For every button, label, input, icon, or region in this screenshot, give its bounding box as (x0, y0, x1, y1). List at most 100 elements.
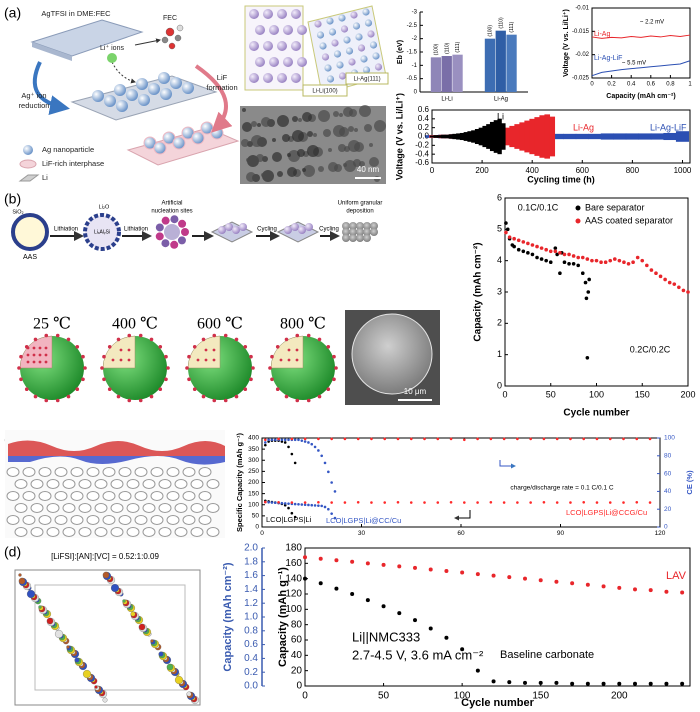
data-point (333, 516, 337, 520)
y-tick-label: 50 (252, 513, 260, 520)
surface-dot (201, 337, 206, 342)
surface-dot (166, 366, 170, 370)
data-point (273, 438, 277, 442)
surface-dot (116, 337, 121, 342)
data-point (280, 440, 284, 443)
sphere-cutaway (19, 335, 53, 369)
data-point (526, 241, 530, 246)
data-point (313, 504, 317, 507)
md-atom (18, 573, 22, 577)
li-atom (269, 57, 279, 67)
data-point (548, 260, 553, 265)
nucleation-site (181, 228, 189, 236)
data-point (264, 500, 267, 504)
md-atom (174, 675, 184, 685)
data-point (297, 438, 300, 442)
data-point (587, 277, 591, 282)
data-point (539, 257, 544, 261)
data-point (428, 567, 433, 572)
y-tick-label: 200 (248, 479, 259, 486)
annotation: reduction (19, 101, 50, 110)
data-point (330, 512, 333, 515)
inner-dot (38, 346, 42, 350)
data-point (608, 258, 613, 263)
plot-frame (304, 547, 691, 687)
inner-dot (32, 353, 36, 357)
data-point (601, 681, 606, 686)
ag-ball (191, 131, 205, 145)
surface-dot (275, 344, 280, 349)
data-point (535, 255, 539, 260)
x-tick-label: 0 (302, 691, 308, 702)
annotation: LiₓAlᵧSi (94, 229, 110, 235)
y2-tick-label: 0.8 (244, 625, 258, 636)
inner-dot (287, 348, 291, 352)
y-axis-label: Eb (eV) (397, 40, 404, 64)
tem-grain (339, 113, 343, 117)
series-label: Li (497, 111, 504, 121)
surface-dot (275, 387, 280, 392)
li-atom (255, 25, 265, 35)
data-point (409, 437, 413, 441)
ag-ball (136, 78, 148, 90)
surface-dot (243, 344, 248, 349)
y-tick-label: 160 (285, 558, 302, 569)
data-point (356, 501, 360, 504)
data-point (617, 258, 622, 263)
data-point (303, 503, 307, 507)
surface-dot (332, 377, 336, 382)
lattice-atom (6, 491, 20, 501)
granular-deposit (349, 222, 357, 230)
data-point (502, 437, 506, 441)
data-point (555, 501, 559, 504)
inner-dot (32, 346, 36, 350)
li-atom (249, 9, 259, 19)
surface-dot (284, 337, 289, 342)
surface-dot (158, 387, 163, 392)
lattice-atom (86, 467, 100, 477)
data-point (590, 258, 594, 263)
y-tick-label: 100 (248, 501, 259, 508)
lattice-atom (102, 491, 116, 501)
arrow (111, 61, 136, 84)
li-atom (263, 9, 273, 19)
tem-grain (272, 138, 276, 142)
data-point (595, 437, 599, 441)
li-atom (249, 41, 259, 51)
lattice-atom (150, 491, 164, 501)
md-atom (82, 669, 92, 679)
legend-label: Bare separator (585, 202, 645, 212)
annotation: deposition (346, 209, 373, 215)
data-point (370, 501, 373, 504)
lattice-atom (206, 503, 220, 513)
ag-atom (326, 75, 335, 83)
ag-atom (336, 61, 344, 69)
li-atom (283, 57, 293, 67)
data-point (327, 507, 330, 511)
y-tick-label: -3 (412, 10, 418, 16)
data-point (663, 277, 667, 282)
legend-ball (23, 145, 33, 155)
surface-dot (317, 394, 322, 399)
y-tick-label: -0.2 (415, 140, 429, 149)
data-point (334, 586, 339, 591)
y-tick-label: 100 (285, 604, 302, 615)
temperature-label: 800 ℃ (280, 316, 326, 333)
data-point (585, 582, 590, 587)
data-point (423, 437, 426, 441)
lattice-atom (142, 479, 156, 489)
annotation: LiF (217, 73, 228, 82)
ag-ball (172, 136, 186, 150)
data-point (317, 504, 320, 507)
annotation: Ag nanoparticle (42, 145, 94, 154)
lattice-atom (126, 479, 140, 489)
annotation: nucleation sites (151, 209, 192, 215)
data-point (584, 296, 589, 301)
ag-ball (182, 82, 194, 94)
series-label: LCO|LGPS|Li (266, 515, 311, 524)
tem-grain (272, 152, 282, 162)
x-tick-label: 0 (590, 82, 594, 88)
data-point (595, 501, 599, 504)
y-tick-label: 0 (255, 524, 259, 531)
y-tick-label: -0.5 (407, 76, 418, 82)
